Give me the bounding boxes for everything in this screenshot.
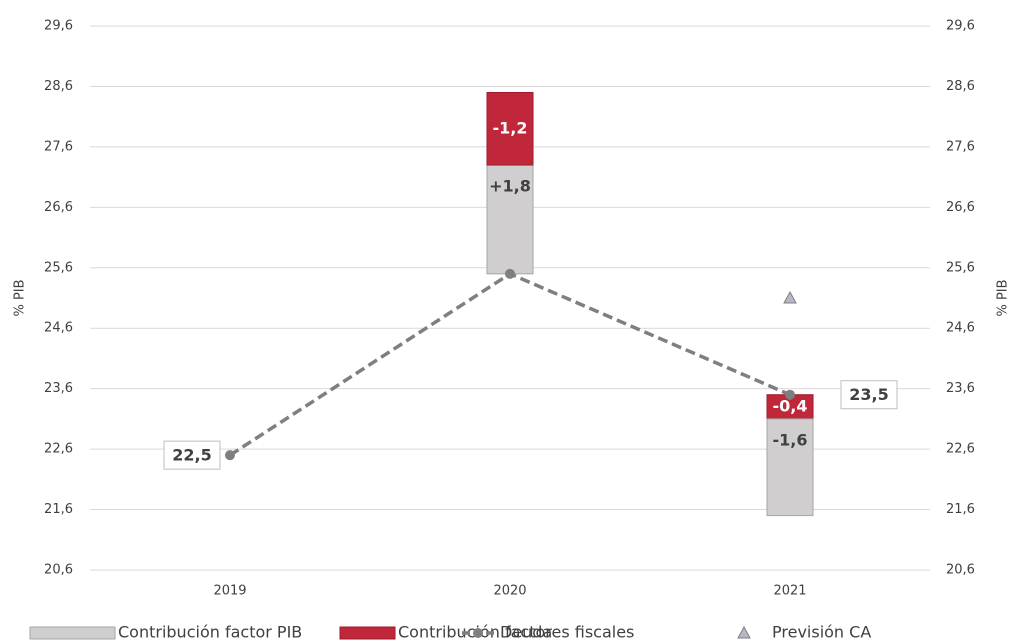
label-box [840,380,898,410]
y-tick-label: 23,6 [44,381,73,396]
y-tick-label: 25,6 [44,260,73,275]
y-tick-label: 27,6 [44,139,73,154]
label-box [163,440,221,470]
bar-segment [486,91,534,166]
data-label: -1,2 [493,118,528,137]
y2-tick-label: 27,6 [946,139,975,154]
legend-label: Deuda [500,623,552,642]
debt-point [225,450,235,461]
y2-tick-label: 26,6 [946,200,975,215]
y-tick-label: 26,6 [44,200,73,215]
debt-point [785,389,795,400]
y2-tick-label: 28,6 [946,79,975,94]
y-tick-label: 29,6 [44,19,73,34]
y-axis-title: % PIB [13,279,28,316]
data-label: 23,5 [849,385,888,404]
data-label: -0,4 [773,396,808,415]
data-label: 22,5 [172,446,211,465]
y2-axis-title: % PIB [996,279,1009,316]
y2-tick-label: 25,6 [946,260,975,275]
debt-point [505,268,515,279]
legend-swatch [339,626,396,640]
y2-tick-label: 21,6 [946,502,975,517]
y-tick-label: 24,6 [44,321,73,336]
bar-segment [766,418,814,517]
legend-label: Previsión CA [772,623,871,642]
y-tick-label: 28,6 [44,79,73,94]
data-label: +1,8 [489,177,531,196]
y2-tick-label: 23,6 [946,381,975,396]
y-tick-label: 20,6 [44,563,73,578]
forecast-marker [783,290,797,304]
x-tick-label: 2021 [773,584,806,599]
debt-line [229,271,791,457]
y2-tick-label: 22,6 [946,442,975,457]
data-label: -1,6 [773,430,808,449]
legend-swatch [473,628,483,638]
y2-tick-label: 29,6 [946,19,975,34]
x-tick-label: 2020 [493,584,526,599]
y2-tick-label: 24,6 [946,321,975,336]
y-tick-label: 21,6 [44,502,73,517]
y-tick-label: 22,6 [44,442,73,457]
y2-tick-label: 20,6 [946,563,975,578]
legend-label: Contribución factores fiscales [398,623,634,642]
legend-swatch [737,625,751,639]
legend-label: Contribución factor PIB [118,623,302,642]
x-tick-label: 2019 [213,584,246,599]
legend-swatch [29,626,116,640]
